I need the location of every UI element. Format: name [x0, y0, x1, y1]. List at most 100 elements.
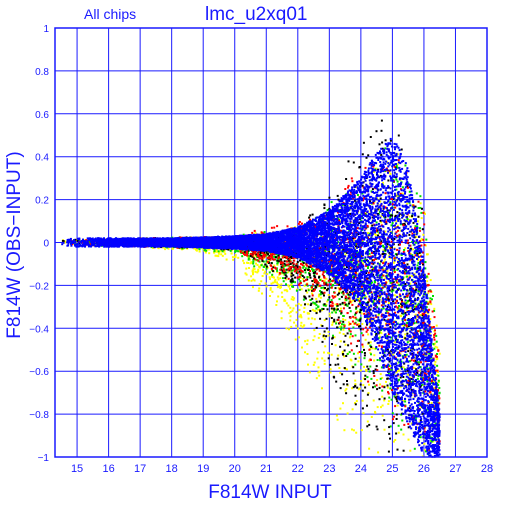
- data-point: [393, 341, 396, 344]
- data-point: [407, 186, 409, 189]
- data-point: [417, 302, 420, 305]
- data-point: [376, 388, 379, 391]
- data-point: [424, 244, 427, 247]
- data-point: [283, 264, 286, 267]
- data-point: [360, 269, 363, 272]
- data-point: [374, 410, 376, 413]
- data-point: [315, 377, 318, 380]
- data-point: [315, 278, 317, 281]
- data-point: [314, 270, 317, 273]
- data-point: [367, 267, 369, 269]
- data-point: [390, 224, 393, 227]
- data-point: [291, 280, 294, 283]
- data-point: [384, 206, 387, 209]
- data-point: [315, 326, 318, 329]
- data-point: [396, 400, 399, 403]
- data-point: [321, 292, 324, 295]
- data-point: [243, 252, 245, 255]
- series-points: [62, 152, 441, 458]
- data-point: [381, 376, 384, 379]
- data-point: [416, 372, 419, 375]
- data-point: [311, 285, 314, 287]
- data-point: [429, 279, 432, 282]
- data-point: [411, 302, 414, 305]
- data-point: [331, 337, 334, 340]
- data-point: [389, 172, 392, 175]
- data-point: [258, 255, 261, 258]
- data-point: [406, 373, 409, 376]
- data-point: [402, 366, 405, 369]
- data-point: [354, 394, 357, 397]
- data-point: [400, 303, 403, 305]
- data-point: [386, 209, 389, 212]
- data-point: [344, 253, 347, 256]
- data-point: [431, 298, 433, 301]
- data-point: [408, 274, 411, 277]
- data-point: [317, 371, 320, 374]
- data-point: [420, 211, 423, 214]
- data-point: [354, 403, 357, 406]
- data-point: [389, 197, 392, 200]
- data-point: [293, 321, 296, 324]
- data-point: [338, 331, 341, 334]
- data-point: [339, 345, 342, 348]
- data-point: [432, 343, 435, 346]
- data-point: [420, 344, 423, 346]
- data-point: [390, 336, 393, 339]
- data-point: [351, 320, 354, 323]
- data-point: [426, 284, 429, 287]
- data-point: [354, 402, 356, 404]
- data-point: [294, 276, 297, 279]
- data-point: [306, 312, 309, 315]
- data-point: [251, 254, 254, 257]
- data-point: [325, 303, 328, 306]
- data-point: [289, 287, 291, 290]
- data-point: [419, 369, 422, 372]
- data-point: [254, 254, 257, 257]
- data-point: [361, 226, 364, 229]
- data-point: [288, 312, 291, 315]
- data-point: [306, 283, 308, 286]
- data-point: [272, 281, 275, 284]
- data-point: [384, 147, 387, 150]
- data-point: [366, 393, 369, 396]
- data-point: [387, 450, 390, 453]
- data-point: [308, 273, 311, 275]
- data-point: [361, 238, 364, 241]
- data-point: [324, 283, 327, 286]
- data-point: [348, 295, 351, 297]
- data-point: [402, 433, 405, 436]
- data-point: [339, 387, 342, 390]
- data-point: [369, 322, 371, 325]
- data-point: [433, 316, 436, 319]
- data-point: [294, 281, 297, 284]
- data-point: [311, 213, 314, 216]
- data-point: [276, 269, 279, 272]
- data-point: [341, 301, 344, 304]
- data-point: [362, 232, 365, 234]
- data-point: [394, 405, 397, 408]
- data-point: [390, 368, 393, 371]
- data-point: [323, 362, 326, 365]
- data-point: [371, 251, 373, 254]
- data-point: [334, 344, 337, 347]
- data-point: [384, 219, 387, 222]
- data-point: [433, 347, 436, 350]
- data-point: [309, 298, 312, 301]
- data-point: [310, 288, 313, 291]
- data-point: [337, 286, 340, 289]
- data-point: [313, 361, 316, 364]
- data-point: [284, 271, 287, 274]
- data-point: [407, 438, 410, 441]
- data-point: [425, 238, 428, 241]
- data-point: [384, 230, 387, 233]
- data-point: [356, 323, 359, 326]
- data-point: [425, 306, 428, 309]
- data-point: [351, 428, 353, 431]
- data-point: [297, 302, 300, 305]
- data-point: [323, 303, 326, 306]
- data-point: [422, 272, 425, 275]
- data-point: [264, 270, 267, 273]
- data-point: [396, 153, 399, 156]
- data-point: [363, 197, 366, 199]
